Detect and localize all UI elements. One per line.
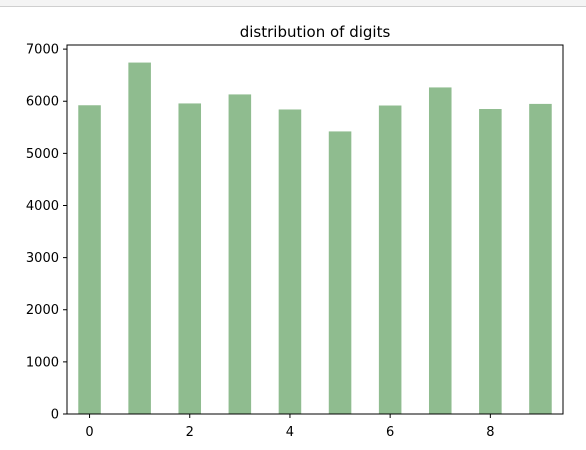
- x-tick-label: 8: [486, 425, 494, 440]
- bar-digit-9: [529, 103, 552, 414]
- bar-digit-3: [228, 94, 252, 414]
- x-axis-ticks: 0 2 4 6 8: [85, 414, 494, 440]
- bar-digit-8: [479, 109, 502, 414]
- x-tick-label: 2: [186, 425, 194, 440]
- y-tick-label: 0: [51, 408, 59, 423]
- y-tick-label: 5000: [26, 147, 59, 162]
- chart-title: distribution of digits: [240, 23, 391, 41]
- y-tick-label: 4000: [26, 199, 59, 214]
- y-tick-label: 7000: [26, 43, 59, 58]
- x-tick-label: 0: [85, 425, 93, 440]
- y-tick-label: 1000: [26, 355, 59, 370]
- bar-digit-6: [378, 105, 402, 414]
- bars-group: [78, 62, 552, 415]
- bar-digit-1: [128, 62, 151, 414]
- bar-digit-7: [428, 87, 452, 414]
- x-tick-label: 4: [286, 425, 294, 440]
- y-tick-label: 6000: [26, 95, 59, 110]
- x-tick-label: 6: [386, 425, 394, 440]
- bar-digit-0: [78, 105, 101, 414]
- bar-digit-5: [328, 131, 352, 414]
- y-axis-ticks: 0 1000 2000 3000 4000 5000 6000 7000: [26, 43, 67, 423]
- y-tick-label: 3000: [26, 251, 59, 266]
- top-panel-edge: [0, 0, 586, 7]
- plot-frame: [66, 44, 564, 415]
- bar-digit-2: [178, 103, 202, 414]
- bar-digit-4: [278, 109, 302, 415]
- y-tick-label: 2000: [26, 303, 59, 318]
